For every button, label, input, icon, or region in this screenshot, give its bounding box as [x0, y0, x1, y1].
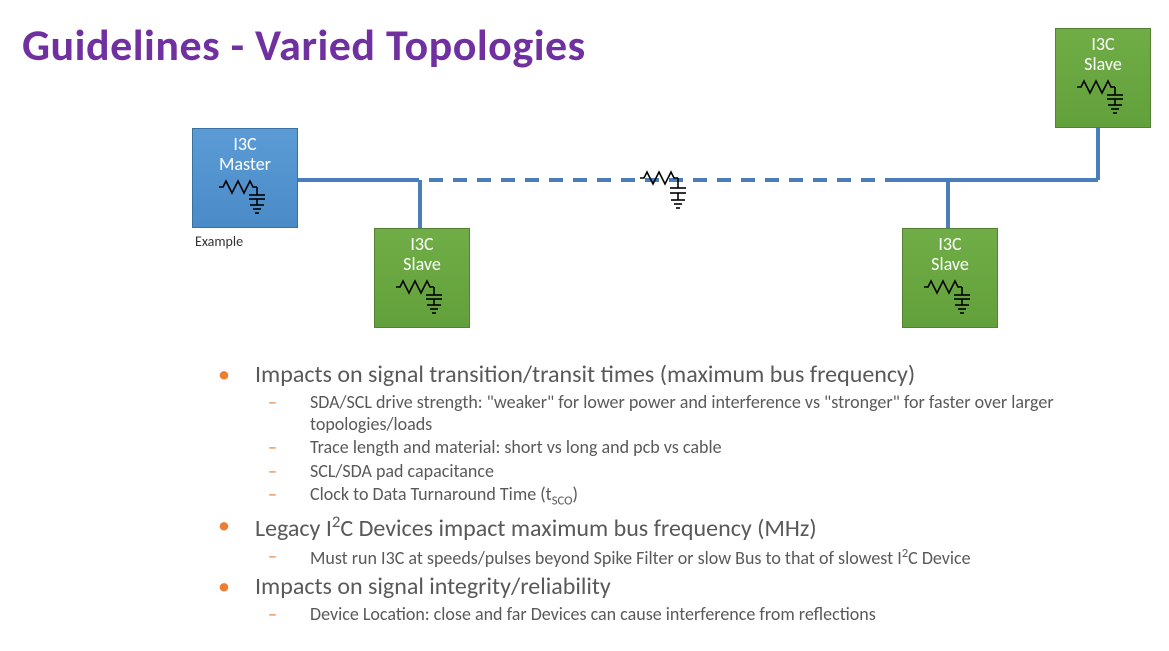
- rc-icon: [217, 179, 273, 223]
- bullet-l1: Impacts on signal integrity/reliability: [200, 572, 1130, 602]
- node-label-1: I3C: [1056, 35, 1150, 55]
- bullet-content: Impacts on signal transition/transit tim…: [200, 360, 1130, 627]
- node-label-2: Slave: [1056, 55, 1150, 75]
- example-label: Example: [195, 233, 243, 250]
- node-label-2: Master: [193, 155, 297, 175]
- bullet-l2: SDA/SCL drive strength: "weaker" for low…: [200, 392, 1130, 435]
- node-label-2: Slave: [903, 255, 997, 275]
- node-label-2: Slave: [375, 255, 469, 275]
- rc-icon: [394, 279, 450, 323]
- bullet-l2: Must run I3C at speeds/pulses beyond Spi…: [200, 546, 1130, 570]
- node-slave3: I3CSlave: [1055, 28, 1151, 128]
- node-slave2: I3CSlave: [902, 228, 998, 328]
- bullet-l2: Clock to Data Turnaround Time (tSCO): [200, 484, 1130, 509]
- bullet-l2: SCL/SDA pad capacitance: [200, 461, 1130, 483]
- node-label-1: I3C: [193, 135, 297, 155]
- topology-diagram: I3CMasterI3CSlaveI3CSlaveI3CSlave Exampl…: [0, 0, 1169, 340]
- node-slave1: I3CSlave: [374, 228, 470, 328]
- bullet-l1: Legacy I2C Devices impact maximum bus fr…: [200, 511, 1130, 544]
- bullet-l1: Impacts on signal transition/transit tim…: [200, 360, 1130, 390]
- node-master: I3CMaster: [192, 128, 298, 228]
- node-label-1: I3C: [375, 235, 469, 255]
- rc-icon: [1075, 79, 1131, 123]
- rc-icon: [922, 279, 978, 323]
- bullet-l2: Device Location: close and far Devices c…: [200, 604, 1130, 626]
- node-label-1: I3C: [903, 235, 997, 255]
- bullet-l2: Trace length and material: short vs long…: [200, 437, 1130, 459]
